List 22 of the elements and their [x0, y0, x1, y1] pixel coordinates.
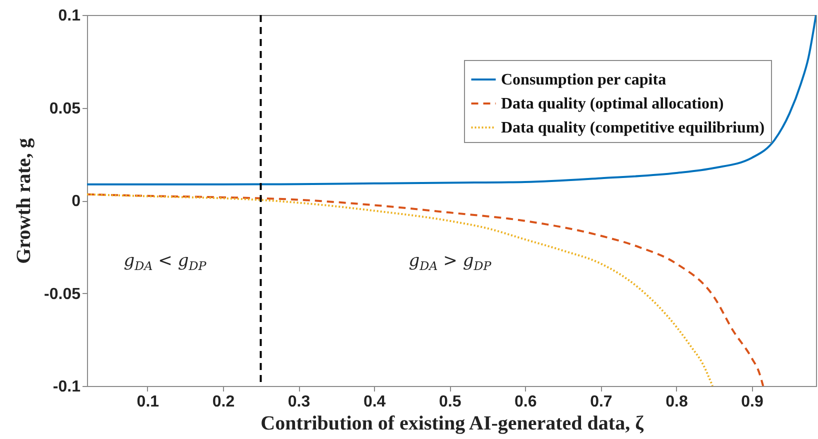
x-axis-title: Contribution of existing AI-generated data, ζ — [260, 412, 644, 434]
y-tick-label: 0.1 — [58, 8, 81, 24]
legend-label: Consumption per capita — [501, 72, 666, 88]
x-tick-label: 0.3 — [288, 394, 310, 410]
line-series — [87, 15, 816, 186]
x-tick-label: 0.6 — [514, 394, 537, 410]
y-tick-label: -0.1 — [52, 378, 81, 396]
x-tick-label: 0.7 — [590, 394, 612, 410]
x-tick-label: 0.9 — [741, 394, 764, 410]
x-tick-label: 0.4 — [363, 394, 386, 410]
x-tick-label: 0.5 — [438, 394, 462, 410]
legend-label: Data quality (competitive equilibrium) — [501, 120, 765, 136]
y-axis-title: Growth rate, g — [13, 138, 36, 264]
y-tick-label: 0 — [72, 193, 81, 210]
legend-label: Data quality (optimal allocation) — [501, 96, 724, 112]
x-tick-label: 0.2 — [212, 394, 235, 410]
y-tick-label: -0.05 — [44, 286, 81, 303]
annotation: g$_{DA}$ < g$_{DP}$ — [124, 250, 206, 274]
x-tick-label: 0.8 — [666, 394, 688, 410]
x-tick-label: 0.1 — [136, 394, 160, 410]
annotation: g$_{DA}$ > g$_{DP}$ — [408, 250, 492, 274]
y-tick-label: 0.05 — [49, 100, 81, 118]
